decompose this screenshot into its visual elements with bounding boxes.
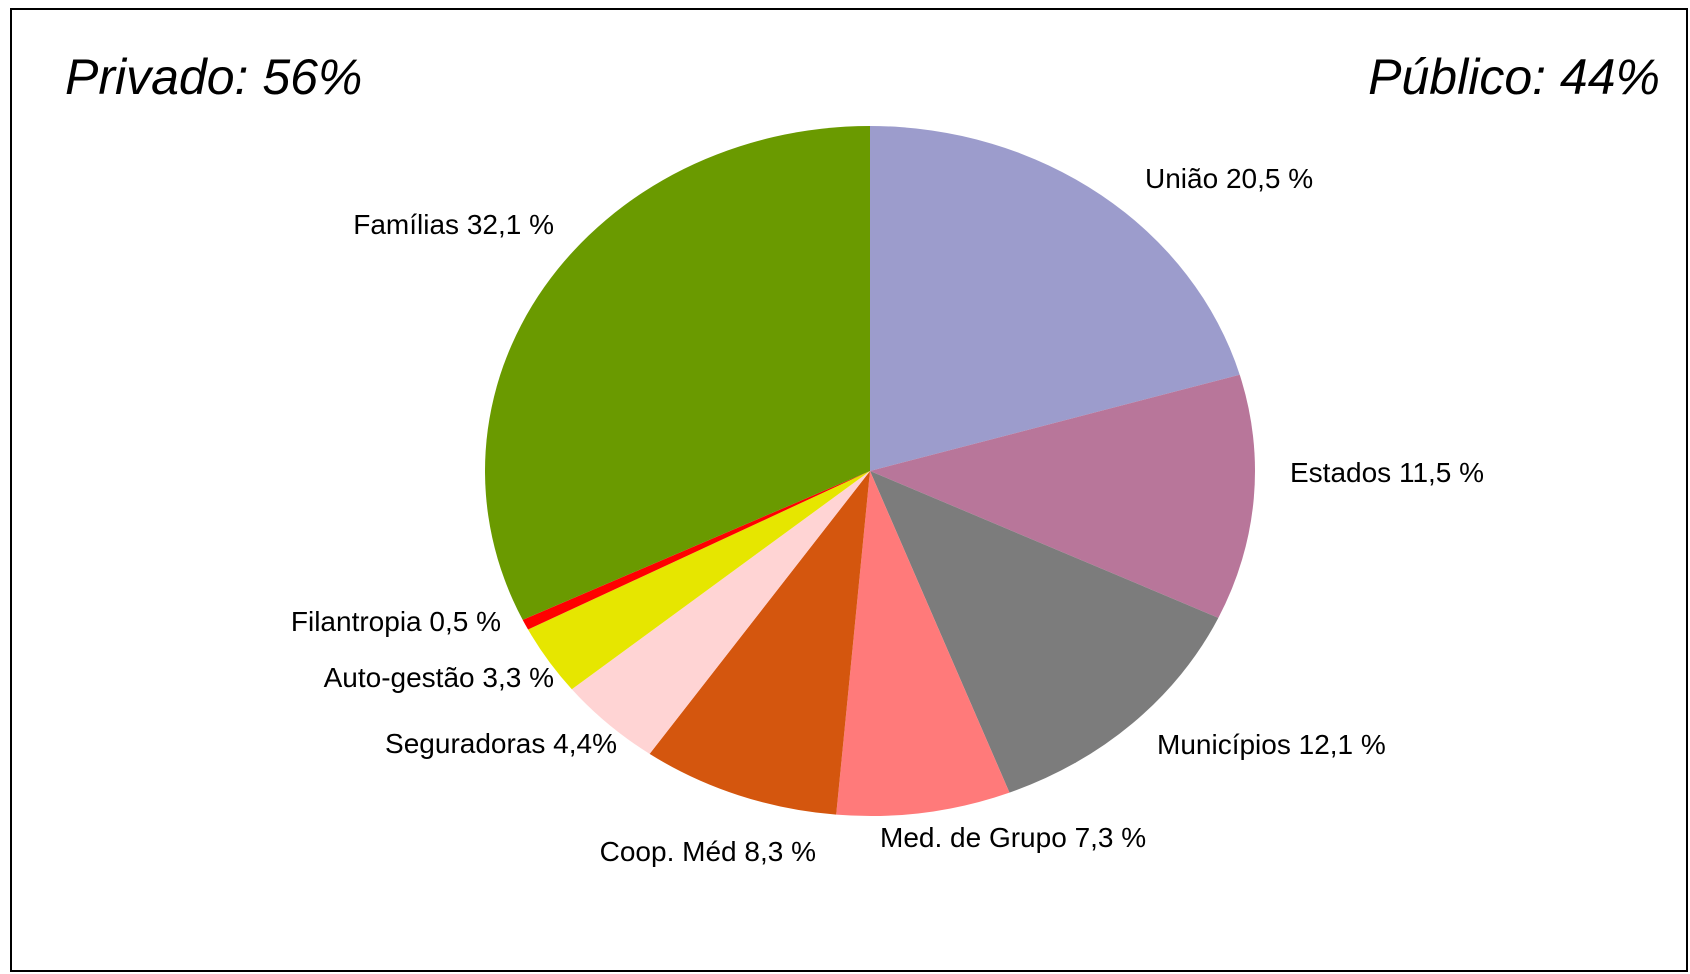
category-name: União xyxy=(1145,163,1218,194)
value-label: 12,1 % xyxy=(1299,729,1386,760)
value-label: 20,5 % xyxy=(1226,163,1313,194)
pie-slice xyxy=(870,471,1219,793)
slice-label: Med. de Grupo 7,3 % xyxy=(880,822,1146,853)
pie-slice xyxy=(870,374,1255,618)
category-name: Seguradoras xyxy=(385,728,545,759)
slice-label: Coop. Méd 8,3 % xyxy=(600,836,816,867)
value-label: 3,3 % xyxy=(482,662,554,693)
category-name: Coop. Méd xyxy=(600,836,737,867)
annotation: Privado: 56% xyxy=(65,49,362,105)
annotation: Público: 44% xyxy=(1368,49,1660,105)
value-label: 0,5 % xyxy=(429,606,501,637)
pie-slice xyxy=(522,471,870,630)
pie-slice xyxy=(649,471,870,815)
value-label: 8,3 % xyxy=(744,836,816,867)
pie-slice xyxy=(571,471,870,754)
pie-slice xyxy=(870,126,1240,471)
pie-slice xyxy=(836,471,1010,816)
slice-label: União 20,5 % xyxy=(1145,163,1313,194)
slice-label: Famílias 32,1 % xyxy=(353,209,554,240)
category-name: Municípios xyxy=(1157,729,1291,760)
pie-slice xyxy=(484,126,870,620)
value-label: 11,5 % xyxy=(1399,457,1484,488)
category-name: Filantropia xyxy=(291,606,422,637)
slice-label: Auto-gestão 3,3 % xyxy=(324,662,554,693)
value-label: 32,1 % xyxy=(467,209,554,240)
category-name: Famílias xyxy=(353,209,459,240)
value-label: 7,3 % xyxy=(1075,822,1147,853)
category-name: Auto-gestão xyxy=(324,662,475,693)
category-name: Estados xyxy=(1290,457,1391,488)
pie-slice xyxy=(528,471,870,690)
slice-label: Filantropia 0,5 % xyxy=(291,606,501,637)
value-label: 4,4% xyxy=(553,728,617,759)
category-name: Med. de Grupo xyxy=(880,822,1067,853)
slice-label: Seguradoras 4,4% xyxy=(385,728,617,759)
slice-label: Municípios 12,1 % xyxy=(1157,729,1386,760)
slice-label: Estados 11,5 % xyxy=(1290,457,1484,488)
